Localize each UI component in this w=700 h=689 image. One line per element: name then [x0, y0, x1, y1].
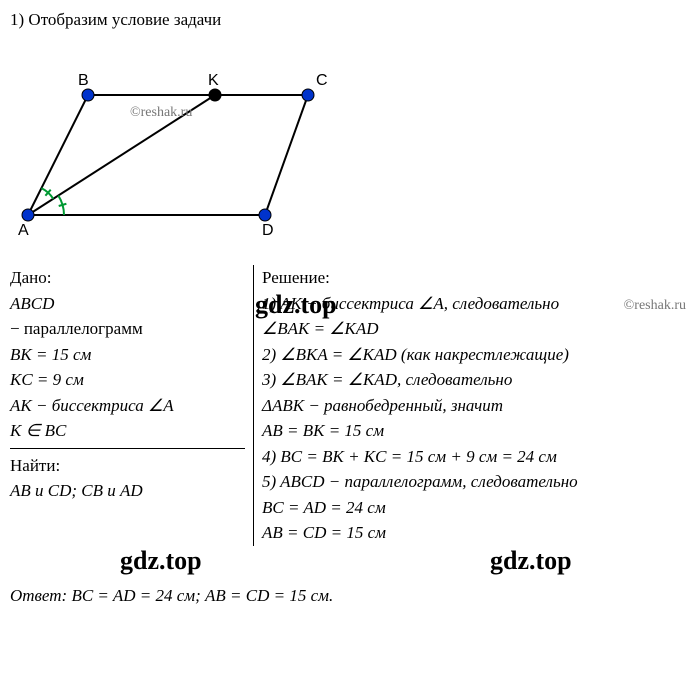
- solution-line: 1) AK − биссектриса ∠A, следовательно: [262, 291, 690, 317]
- given-line: ABCD: [10, 291, 245, 317]
- solution-line: AB = BK = 15 см: [262, 418, 690, 444]
- find-section: Найти: AB и CD; CB и AD: [10, 448, 245, 504]
- geometry-diagram: ABCDK ©reshak.ru: [10, 45, 350, 245]
- solution-heading: Решение:: [262, 265, 690, 291]
- solution-line: 5) ABCD − параллелограмм, следовательно: [262, 469, 690, 495]
- svg-text:D: D: [262, 222, 274, 239]
- given-line: BK = 15 см: [10, 342, 245, 368]
- solution-line: ∠BAK = ∠KAD: [262, 316, 690, 342]
- given-line: AK − биссектриса ∠A: [10, 393, 245, 419]
- given-line: − параллелограмм: [10, 316, 245, 342]
- diagram-svg: A B C D K: [10, 45, 350, 245]
- find-line: AB и CD; CB и AD: [10, 478, 245, 504]
- step-title: 1) Отобразим условие задачи: [10, 10, 690, 30]
- solution-column: Решение: 1) AK − биссектриса ∠A, следова…: [253, 265, 690, 546]
- solution-line: 4) BC = BK + KC = 15 см + 9 см = 24 см: [262, 444, 690, 470]
- answer-line: Ответ: BC = AD = 24 см; AB = CD = 15 см.: [10, 586, 690, 606]
- svg-text:B: B: [78, 72, 89, 89]
- solution-line: BC = AD = 24 см: [262, 495, 690, 521]
- svg-text:C: C: [316, 72, 328, 89]
- given-column: Дано: ABCD − параллелограмм BK = 15 см K…: [10, 265, 253, 546]
- gdz-watermark-bottom-left: gdz.top: [120, 546, 202, 576]
- proof-layout: Дано: ABCD − параллелограмм BK = 15 см K…: [10, 265, 690, 546]
- gdz-watermark-bottom-right: gdz.top: [490, 546, 572, 576]
- given-line: KC = 9 см: [10, 367, 245, 393]
- solution-line: ΔABK − равнобедренный, значит: [262, 393, 690, 419]
- solution-line: AB = CD = 15 см: [262, 520, 690, 546]
- given-line: K ∈ BC: [10, 418, 245, 444]
- svg-text:K: K: [208, 72, 219, 89]
- find-heading: Найти:: [10, 453, 245, 479]
- solution-line: 3) ∠BAK = ∠KAD, следовательно: [262, 367, 690, 393]
- given-heading: Дано:: [10, 265, 245, 291]
- solution-line: 2) ∠BKA = ∠KAD (как накрестлежащие): [262, 342, 690, 368]
- svg-text:A: A: [18, 222, 29, 239]
